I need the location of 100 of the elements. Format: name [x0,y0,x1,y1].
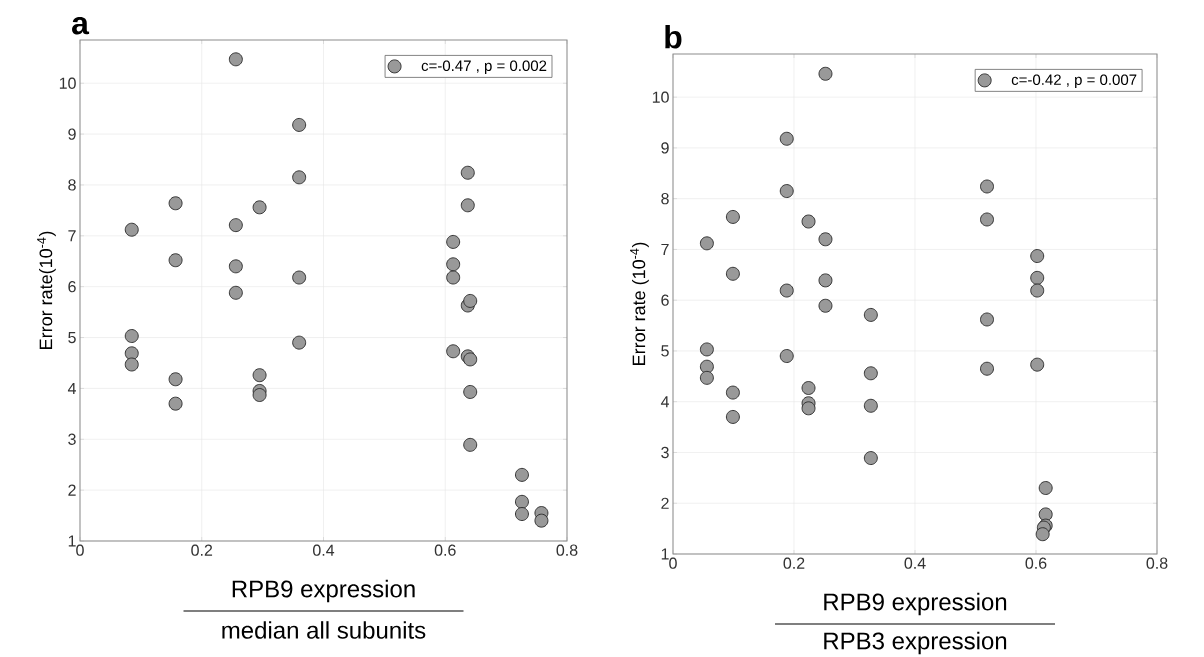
y-tick-label: 10 [59,77,76,89]
point [980,361,994,376]
x-tick-label: 0.2 [191,544,213,556]
x-tick-label: 0.6 [1025,557,1047,569]
point [228,218,243,233]
point [446,234,461,249]
point [699,359,714,374]
point [779,184,794,199]
point [863,451,878,466]
point [228,285,243,300]
point [168,396,183,411]
point [725,266,740,281]
point [292,117,307,132]
y-tick-label: 3 [68,433,76,445]
point [863,307,878,322]
point [1030,249,1045,263]
y-tick-label: 1 [661,548,669,560]
point [699,342,714,357]
x-tick-label: 0.8 [556,544,578,556]
point [252,388,267,402]
y-tick-label: 6 [661,294,669,306]
point [725,385,740,400]
y-axis-title: Error rate(10$^{-4}$) [37,231,56,349]
point [980,212,994,227]
point [779,131,794,146]
point [779,349,794,363]
y-tick-label: 9 [68,128,76,140]
point [980,312,994,327]
point [292,170,307,185]
point [460,165,475,180]
point [124,357,139,372]
point [1038,507,1053,522]
y-tick-label: 3 [661,446,669,459]
point [725,409,740,424]
x-tick-label: 0 [669,557,677,569]
point [168,253,183,268]
y-tick-label: 8 [68,179,76,191]
point [1030,357,1045,372]
point [515,494,529,509]
point [801,401,816,416]
x-tick-label: 0.8 [1146,557,1168,569]
legend-label: c=-0.42 , p = 0.007 [1011,74,1137,88]
text: RPB3 expression [824,631,1007,655]
y-tick-label: 10 [652,91,669,103]
point [252,368,267,383]
point [463,385,478,399]
y-tick-label: 4 [67,382,76,394]
point [463,437,478,452]
chart-title: a [72,16,90,35]
x-tick-label: 0.6 [434,544,456,556]
point [168,372,183,387]
point [801,214,816,229]
x-tick-label: 0.4 [313,544,335,556]
point [699,370,714,385]
x-axis-title: RPB9 expression [824,592,1007,616]
point [818,66,833,81]
y-axis-title: Error rate (10$^{-4}$) [630,242,649,365]
point [446,270,461,285]
chart-title: b [665,24,682,49]
point [292,335,307,350]
x-tick-label: 0.4 [904,557,926,569]
y-tick-label: 6 [68,281,76,293]
point [801,381,816,395]
x-axis-title: RPB9 expression [232,579,415,603]
point [980,179,994,194]
point [818,232,833,247]
point [460,198,475,213]
text: median all subunits [222,621,426,639]
point [1030,283,1045,298]
point [124,222,139,237]
point [1038,481,1053,495]
point [228,259,243,274]
point [1035,527,1050,542]
point [515,507,529,521]
y-tick-label: 7 [661,243,669,255]
y-tick-label: 9 [661,142,669,154]
y-tick-label: 4 [660,396,669,408]
point [818,298,833,313]
point [252,200,267,215]
point [725,209,740,224]
point [515,467,529,482]
point [292,270,307,285]
point [1030,270,1045,285]
x-tick-label: 0.2 [783,557,805,569]
legend-label: c=-0.47 , p = 0.002 [421,60,547,74]
point [534,513,549,528]
y-tick-label: 5 [68,331,76,344]
x-tick-label: 0 [76,544,84,556]
point [168,196,183,211]
point [818,273,833,288]
y-tick-label: 7 [68,230,76,242]
point [228,52,243,67]
y-tick-label: 8 [661,193,669,205]
y-tick-label: 2 [661,497,669,509]
point [863,398,878,413]
y-tick-label: 5 [661,345,669,357]
point [779,283,794,298]
point [699,236,714,251]
point [446,344,461,359]
point [124,329,139,343]
